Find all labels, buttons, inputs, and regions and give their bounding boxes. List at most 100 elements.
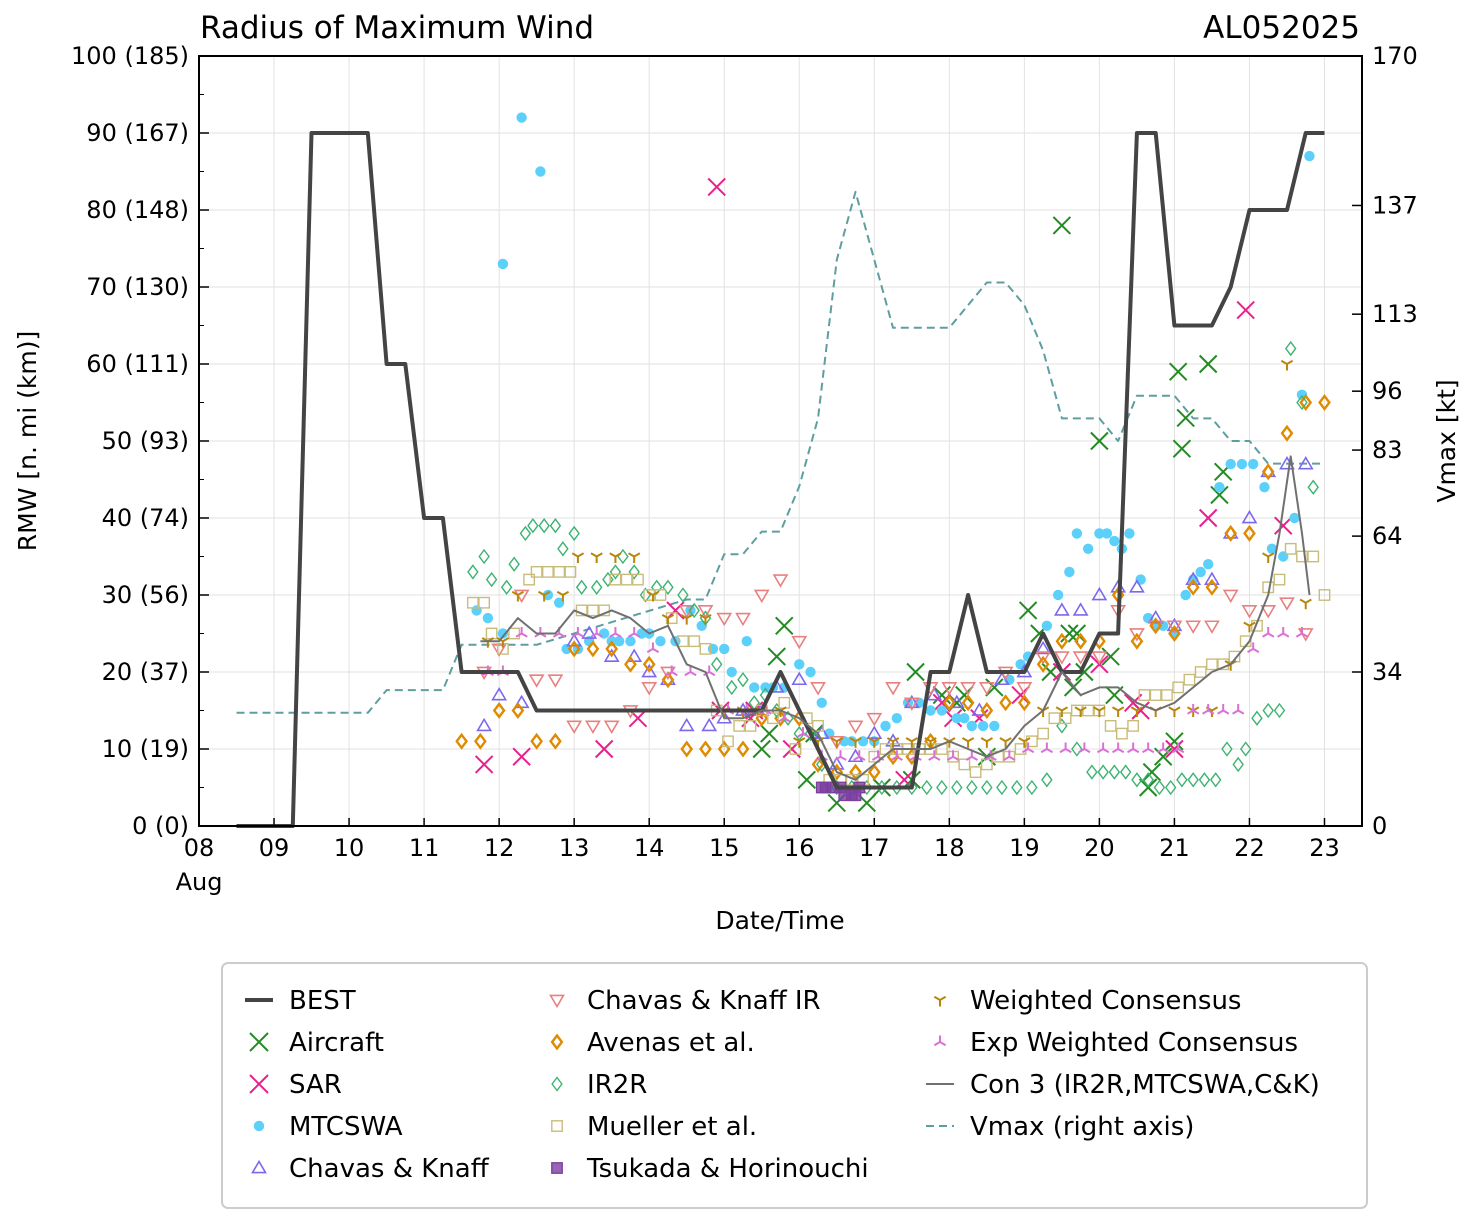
data-point: [1243, 524, 1256, 542]
marker-tri-stroke: [911, 737, 918, 743]
data-point: [1168, 706, 1181, 717]
marker-square-open: [530, 566, 543, 578]
marker-tri-stroke: [1222, 709, 1230, 715]
marker-diamond: [1036, 655, 1050, 673]
marker-tri-stroke: [1211, 706, 1219, 712]
marker-diamond: [1149, 617, 1163, 635]
marker-tri-stroke: [924, 737, 932, 743]
data-point: [587, 604, 599, 617]
marker-tri-stroke: [609, 552, 616, 558]
marker-tri-stroke: [1157, 748, 1164, 754]
data-point: [1236, 458, 1248, 470]
marker-tri-stroke: [933, 755, 941, 761]
marker-tri-stroke: [1018, 737, 1025, 743]
data-point: [1187, 704, 1200, 715]
data-point: [641, 682, 658, 696]
data-point: [602, 571, 614, 588]
data-point: [1165, 739, 1184, 759]
data-point: [1055, 706, 1069, 717]
marker-dot: [951, 713, 963, 724]
data-point: [1296, 550, 1308, 563]
data-point: [625, 636, 636, 647]
data-point: [1130, 706, 1144, 717]
marker-square-open: [478, 596, 491, 609]
x-tick-label: 16: [784, 834, 815, 862]
data-point: [482, 612, 494, 624]
marker-tri-stroke: [1023, 737, 1031, 743]
marker-triangle-down: [697, 605, 714, 619]
marker-dot: [1109, 535, 1120, 547]
marker-tri-stroke: [1055, 706, 1063, 712]
data-point: [1236, 300, 1255, 320]
data-point: [654, 589, 667, 601]
marker-x-stroke: [985, 678, 1004, 697]
marker-diamond-open: [478, 548, 490, 565]
data-point: [960, 682, 976, 696]
series-best: [236, 131, 1325, 828]
marker-tri-stroke: [633, 552, 641, 558]
marker-dot: [1195, 566, 1206, 578]
marker-tri-stroke: [967, 737, 975, 743]
marker-tri-stroke: [868, 737, 875, 743]
data-point: [1248, 458, 1259, 470]
marker-dot: [1064, 566, 1075, 578]
data-point: [999, 737, 1012, 748]
marker-diamond-open: [1262, 702, 1274, 719]
marker-dot: [1278, 551, 1289, 562]
marker-tri-stroke: [952, 755, 960, 761]
marker-x-stroke: [1236, 300, 1255, 320]
y-tick-label: 30 (56): [102, 581, 189, 609]
marker-diamond-open: [527, 518, 539, 534]
data-point: [905, 737, 918, 748]
legend-label: IR2R: [587, 1070, 647, 1100]
data-point: [508, 627, 521, 640]
data-point: [512, 747, 531, 766]
marker-square-open: [744, 720, 757, 732]
marker-tri-stroke: [990, 755, 997, 761]
marker-dot: [925, 705, 936, 716]
data-point: [1142, 742, 1155, 754]
data-point: [1048, 712, 1061, 725]
series-line: [236, 131, 1325, 828]
data-point: [980, 702, 994, 719]
data-point: [1104, 720, 1117, 732]
y-tick-label: 20 (37): [102, 658, 189, 686]
data-point: [1014, 743, 1027, 755]
marker-square-open: [542, 566, 554, 578]
marker-tri-stroke: [933, 1041, 941, 1047]
data-point: [1198, 354, 1218, 374]
data-point: [1284, 340, 1297, 357]
data-point: [1222, 589, 1239, 604]
x-tick-label: 08: [184, 834, 215, 862]
data-point: [1082, 704, 1095, 717]
data-point: [707, 643, 719, 655]
series-line: [236, 190, 1325, 714]
data-point: [1266, 543, 1278, 554]
data-point: [936, 705, 948, 716]
data-point: [966, 720, 978, 732]
marker-dot: [1248, 458, 1259, 470]
marker-tri-stroke: [836, 737, 843, 743]
marker-diamond: [661, 671, 675, 689]
marker-triangle-down: [547, 674, 564, 688]
marker-square-open: [958, 758, 971, 771]
marker-diamond-open: [1011, 779, 1023, 796]
marker-dot: [1052, 589, 1064, 601]
marker-tri-stroke: [667, 613, 675, 619]
marker-square-open: [1307, 550, 1320, 563]
marker-diamond-open: [551, 1076, 563, 1092]
marker-x-stroke: [594, 739, 614, 759]
y2-tick-label: 0: [1372, 812, 1387, 840]
marker-dot: [1259, 482, 1270, 493]
legend-label: Con 3 (IR2R,MTCSWA,C&K): [970, 1070, 1320, 1100]
data-point: [1261, 463, 1275, 481]
data-point: [1149, 617, 1163, 635]
marker-diamond: [1168, 625, 1181, 642]
marker-tri-stroke: [1098, 706, 1106, 712]
y2-tick-label: 113: [1372, 300, 1418, 328]
marker-dot: [1180, 589, 1191, 601]
legend-label: Chavas & Knaff IR: [587, 986, 821, 1016]
marker-tri-stroke: [652, 648, 660, 654]
marker-tri-stroke: [1036, 706, 1044, 712]
